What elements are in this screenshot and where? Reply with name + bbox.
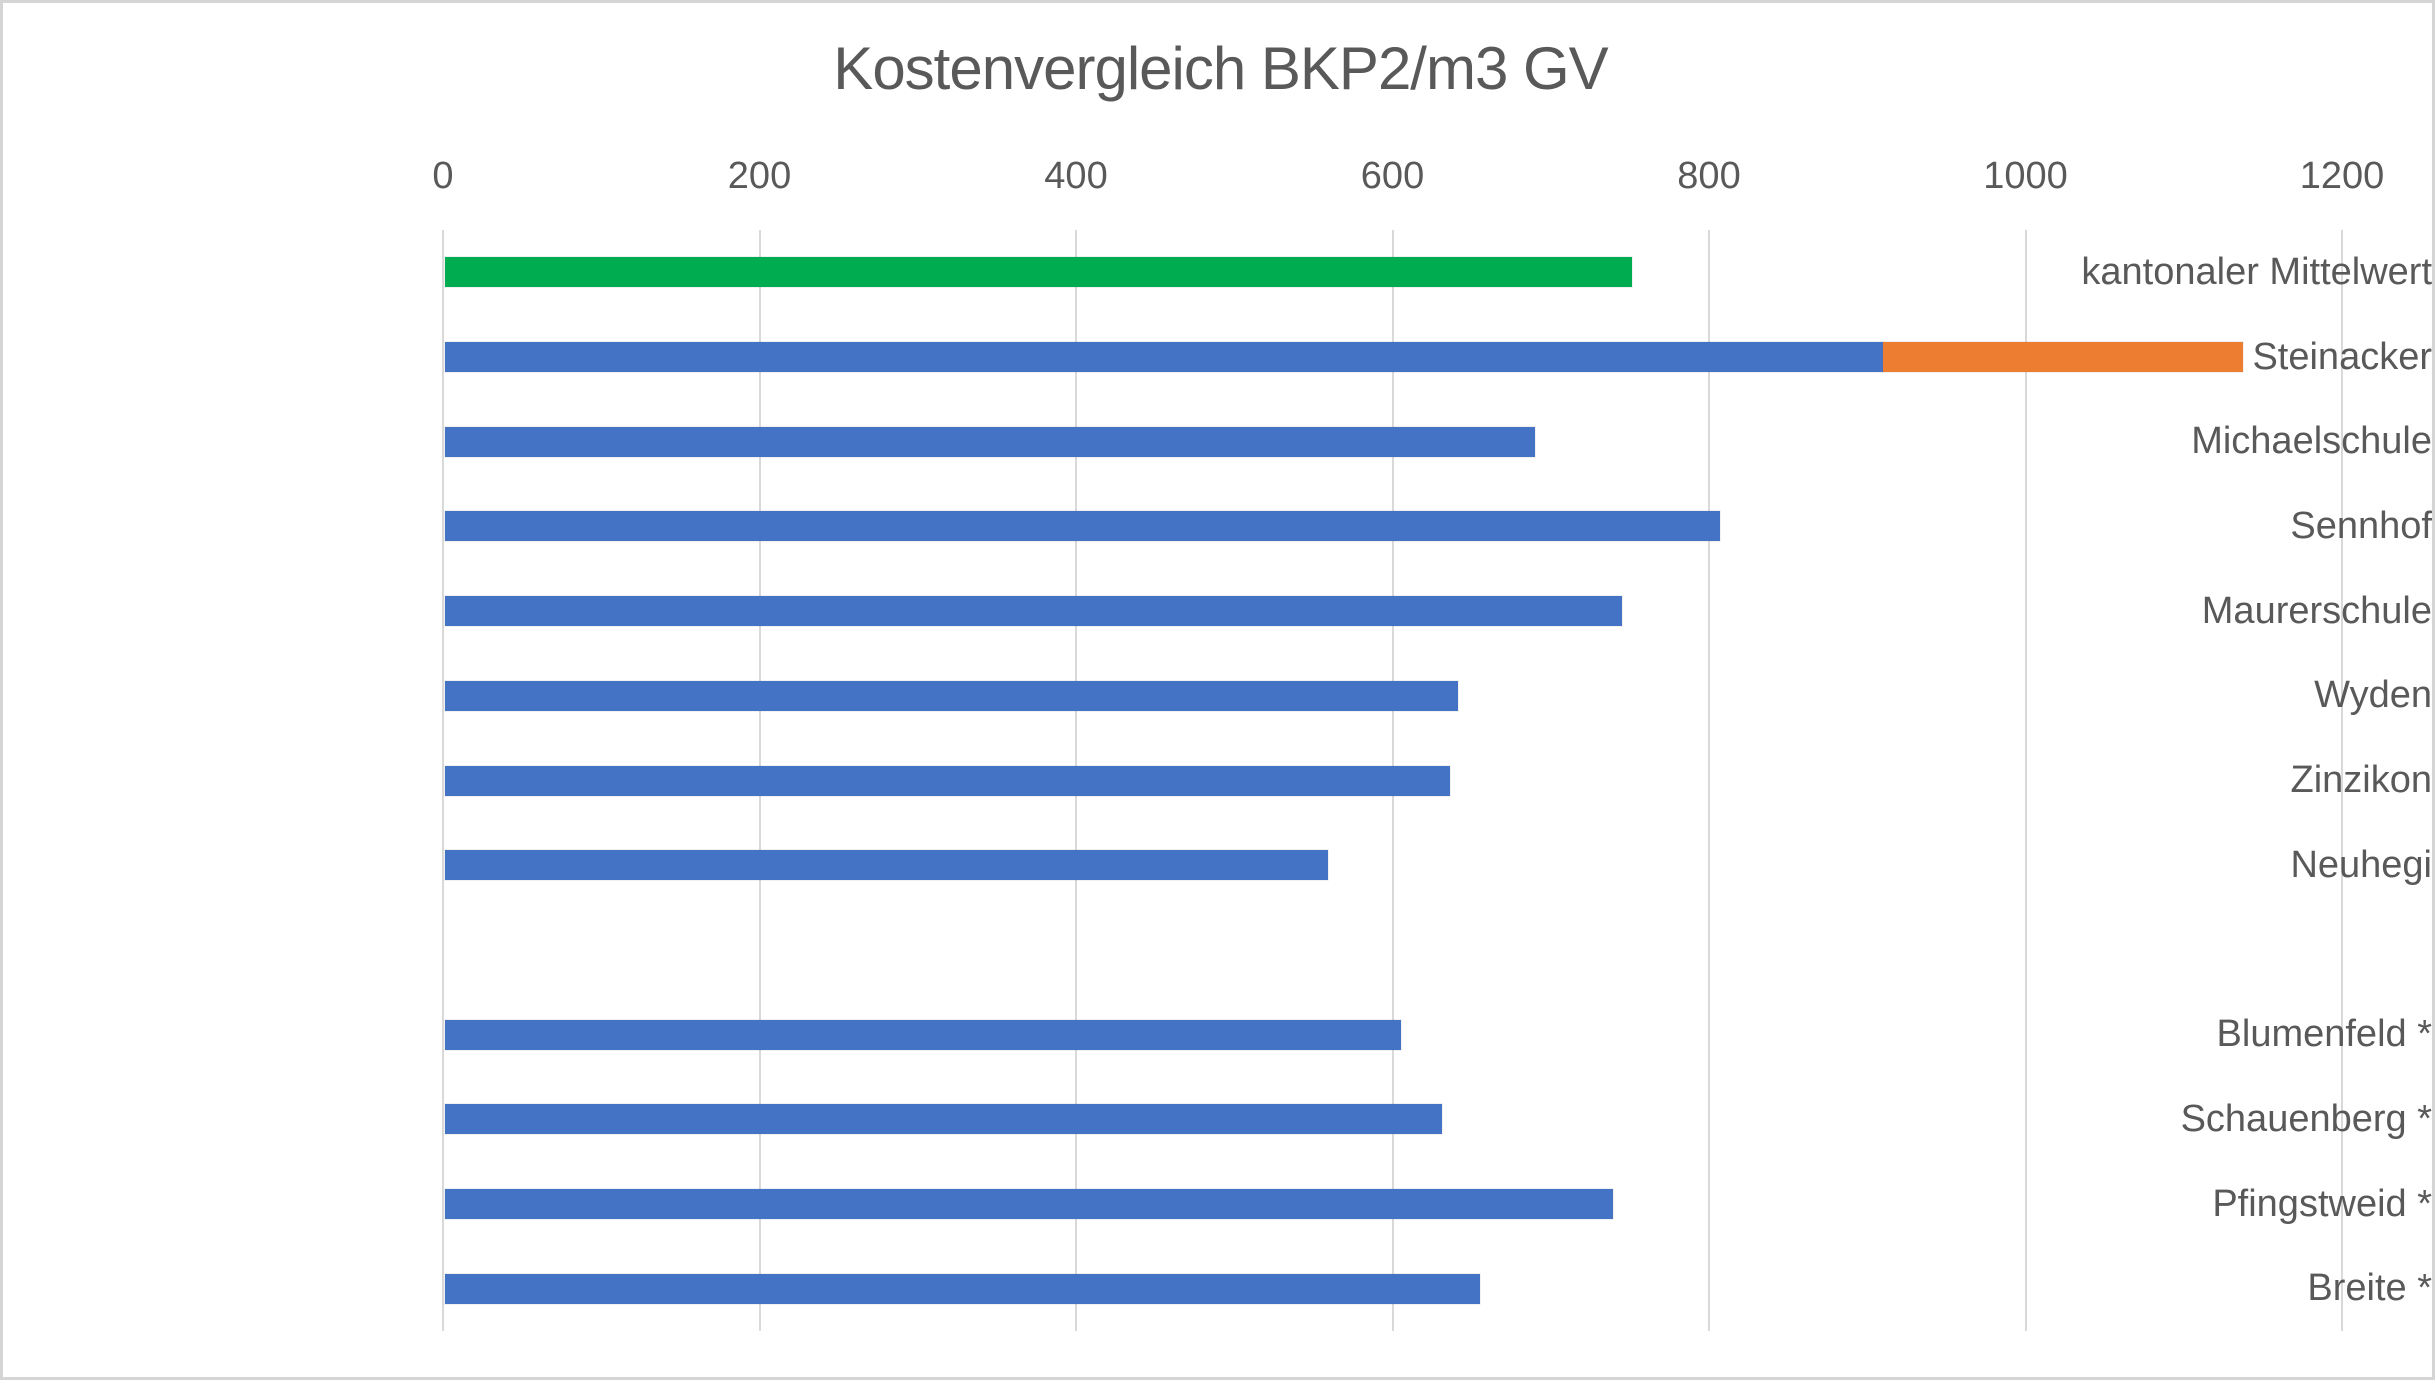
bar-Neuhegi bbox=[445, 850, 1329, 881]
x-tick-label: 1000 bbox=[1983, 155, 2068, 197]
category-label: Michaelschule bbox=[2191, 420, 2432, 463]
bar-segment bbox=[445, 1273, 1480, 1304]
bar-segment bbox=[445, 1019, 1401, 1050]
category-label bbox=[2027, 908, 2432, 993]
bar-segment bbox=[445, 680, 1458, 711]
bar-segment bbox=[445, 511, 1721, 542]
category-label: Maurerschule bbox=[2201, 589, 2432, 632]
category-label: Wyden bbox=[2314, 674, 2432, 717]
category-axis-labels bbox=[3, 230, 408, 1331]
bar-segment bbox=[445, 257, 1632, 288]
bar-Pfingstweid * bbox=[445, 1188, 1613, 1219]
bar-Zinzikon bbox=[445, 765, 1450, 796]
gridline-1000 bbox=[2024, 230, 2027, 1331]
category-label: Breite * bbox=[2307, 1267, 2432, 1310]
category-label: Steinacker bbox=[2252, 335, 2432, 378]
bar-segment bbox=[1883, 342, 2243, 373]
bar-kantonaler Mittelwert bbox=[445, 257, 1632, 288]
bar-segment bbox=[445, 342, 1884, 373]
bar-segment bbox=[445, 765, 1450, 796]
category-label: Zinzikon bbox=[2290, 759, 2433, 802]
x-tick-label: 400 bbox=[1044, 155, 1108, 197]
bar-Michaelschule bbox=[445, 426, 1536, 457]
bar-segment bbox=[445, 850, 1329, 881]
bar-segment bbox=[445, 1188, 1613, 1219]
category-label: Neuhegi bbox=[2290, 843, 2432, 886]
bar-segment bbox=[445, 596, 1623, 627]
bar-segment bbox=[445, 1104, 1442, 1135]
bar-Steinacker bbox=[445, 342, 2243, 373]
category-label: kantonaler Mittelwert bbox=[2081, 251, 2432, 293]
value-axis-line bbox=[442, 230, 444, 1331]
category-label: Pfingstweid * bbox=[2212, 1182, 2432, 1225]
x-tick-label: 1200 bbox=[2299, 155, 2385, 197]
bar-Blumenfeld * bbox=[445, 1019, 1401, 1050]
x-tick-label: 0 bbox=[432, 155, 454, 197]
chart-title: Kostenvergleich BKP2/m3 GV bbox=[833, 35, 1608, 102]
bar-Breite * bbox=[445, 1273, 1480, 1304]
plot-area bbox=[442, 230, 2348, 1331]
category-label: Blumenfeld * bbox=[2216, 1013, 2432, 1056]
category-label: Sennhof bbox=[2290, 505, 2432, 548]
bar-segment bbox=[445, 426, 1536, 457]
x-tick-label: 600 bbox=[1360, 155, 1425, 197]
x-axis-ticks: 0 200 400 600 800 1000 1200 bbox=[3, 154, 2435, 198]
gridline-800 bbox=[1708, 230, 1710, 1331]
bar-Sennhof bbox=[445, 511, 1721, 542]
x-tick-label: 800 bbox=[1677, 155, 1741, 197]
x-tick-label: 200 bbox=[727, 155, 792, 197]
bar-Maurerschule bbox=[445, 596, 1623, 627]
category-label: Schauenberg * bbox=[2180, 1097, 2432, 1140]
gridline-1200 bbox=[2341, 230, 2343, 1331]
bar-Schauenberg * bbox=[445, 1104, 1442, 1135]
bar-Wyden bbox=[445, 680, 1458, 711]
